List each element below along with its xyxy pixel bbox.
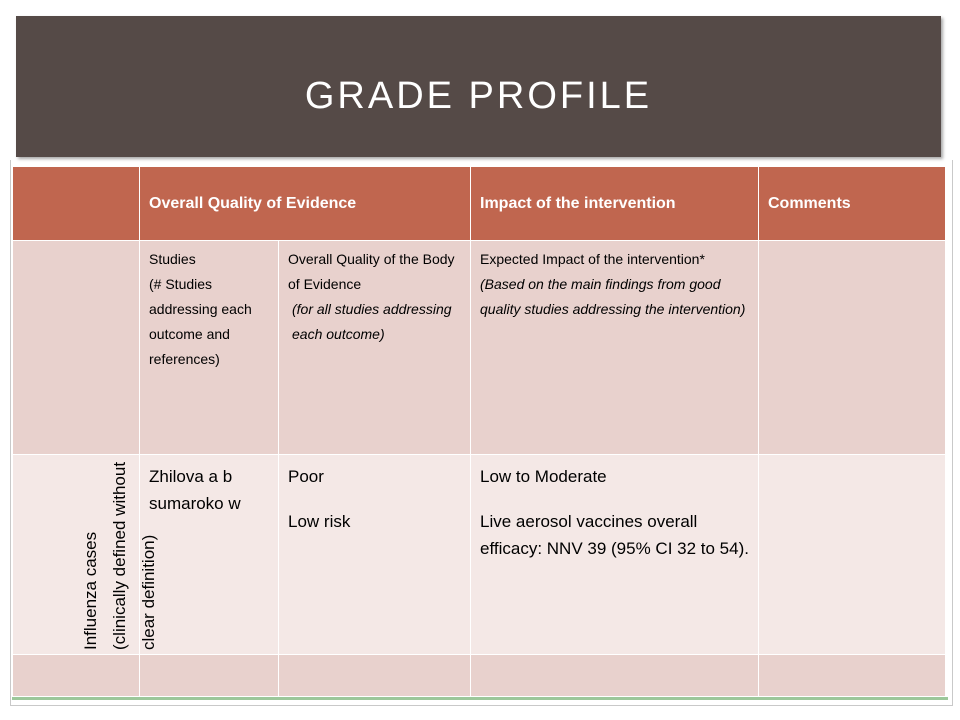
quality-value-1: Poor	[288, 467, 324, 486]
outcome-label: Influenza cases (clinically defined with…	[81, 461, 158, 650]
header-cell-outcome	[12, 166, 140, 241]
subheader-cell-impact: Expected Impact of the intervention* (Ba…	[470, 240, 759, 455]
subheader-cell-studies: Studies (# Studies addressing each outco…	[139, 240, 279, 455]
studies-note: (# Studies addressing each outcome and r…	[149, 276, 252, 367]
quality-value-2: Low risk	[288, 512, 351, 531]
slide-title: GRADE PROFILE	[304, 75, 653, 117]
table-subheader-row: Studies (# Studies addressing each outco…	[12, 240, 946, 455]
footer-cell-5	[758, 654, 946, 697]
quality-heading: Overall Quality of the Body of Evidence	[288, 251, 455, 292]
header-cell-quality: Overall Quality of Evidence	[139, 166, 471, 241]
table-header-row: Overall Quality of Evidence Impact of th…	[12, 166, 946, 241]
footer-cell-1	[12, 654, 140, 697]
subheader-cell-quality: Overall Quality of the Body of Evidence …	[278, 240, 471, 455]
title-bar: GRADE PROFILE	[16, 16, 941, 157]
impact-value-2: Live aerosol vaccines overall efficacy: …	[480, 512, 749, 558]
footer-cell-3	[278, 654, 471, 697]
quality-note: (for all studies addressing each outcome…	[292, 301, 452, 342]
impact-note: (Based on the main findings from good qu…	[480, 276, 746, 317]
table-row: Influenza cases (clinically defined with…	[12, 454, 946, 655]
subheader-cell-empty	[12, 240, 140, 455]
footer-cell-4	[470, 654, 759, 697]
comments-cell	[758, 454, 946, 655]
table-footer-row	[12, 654, 946, 697]
impact-heading: Expected Impact of the intervention*	[480, 251, 705, 267]
bottom-accent-line	[12, 697, 948, 700]
impact-value-1: Low to Moderate	[480, 467, 607, 486]
grade-profile-table: Overall Quality of Evidence Impact of th…	[12, 166, 946, 697]
slide-frame	[10, 160, 953, 706]
subheader-cell-comments	[758, 240, 946, 455]
footer-cell-2	[139, 654, 279, 697]
studies-value: Zhilova a b sumaroko w	[149, 467, 241, 513]
quality-cell: Poor Low risk	[278, 454, 471, 655]
studies-heading: Studies	[149, 251, 196, 267]
impact-cell: Low to Moderate Live aerosol vaccines ov…	[470, 454, 759, 655]
header-cell-impact: Impact of the intervention	[470, 166, 759, 241]
header-cell-comments: Comments	[758, 166, 946, 241]
studies-cell: Zhilova a b sumaroko w	[139, 454, 279, 655]
outcome-cell: Influenza cases (clinically defined with…	[12, 454, 158, 655]
